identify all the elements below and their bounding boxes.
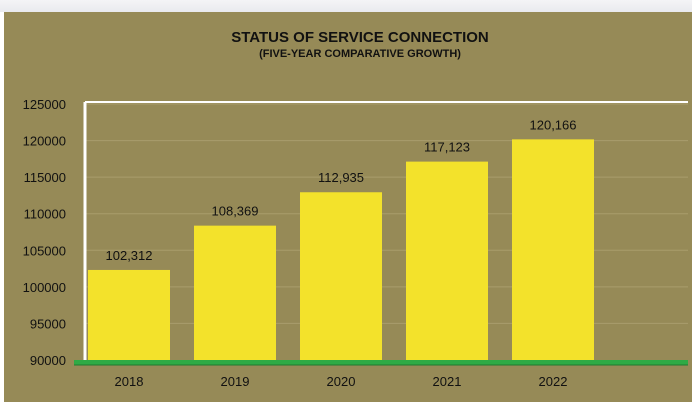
bar [300,192,382,360]
bar-value-label: 108,369 [212,204,259,219]
x-tick-label: 2022 [539,374,568,389]
data-labels: 102,312 108,369 112,935 117,123 120,166 [106,117,577,263]
bar [88,269,170,360]
bar [194,225,276,360]
y-tick-label: 120000 [23,134,66,149]
chart-subtitle: (FIVE-YEAR COMPARATIVE GROWTH) [259,48,461,60]
x-tick-labels: 2018 2019 2020 2021 2022 [115,374,568,389]
y-tick-label: 110000 [24,207,66,222]
axes [74,101,688,366]
y-tick-label: 125000 [23,97,66,112]
x-tick-label: 2020 [327,374,356,389]
x-tick-label: 2018 [115,374,144,389]
bar-value-label: 102,312 [106,248,153,263]
bars [88,139,594,360]
x-tick-label: 2021 [433,374,462,389]
x-tick-label: 2019 [221,374,250,389]
bar [406,161,488,360]
y-tick-labels: 90000 95000 100000 105000 110000 115000 120000… [23,97,66,368]
y-tick-label: 90000 [30,353,66,368]
bar [512,139,594,360]
top-band [0,0,692,12]
y-tick-label: 115000 [24,170,66,185]
bar-value-label: 120,166 [530,117,577,132]
bar-value-label: 112,935 [318,170,364,185]
chart-title: STATUS OF SERVICE CONNECTION [231,29,489,46]
y-tick-label: 95000 [30,316,66,331]
y-tick-label: 100000 [23,280,66,295]
bar-value-label: 117,123 [424,140,470,155]
y-tick-label: 105000 [23,243,66,258]
chart-floor [74,360,688,365]
gridlines [86,103,688,324]
